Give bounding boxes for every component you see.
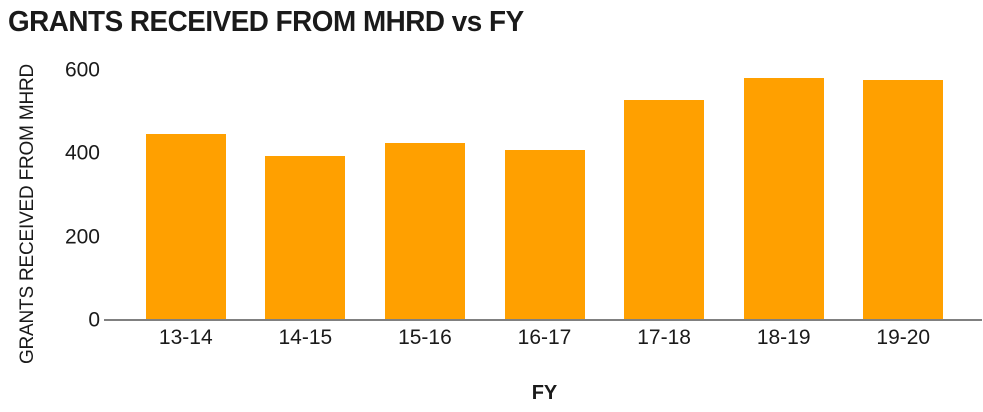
y-tick-label: 0 [88,308,100,332]
bar-19-20 [863,80,944,320]
y-axis-tick-labels: 0 200 400 600 [0,0,100,412]
x-tick-label: 13-14 [158,326,213,349]
bar-18-19 [743,78,824,320]
category-band [365,70,485,320]
category-band [843,70,963,320]
bar-13-14 [145,134,226,320]
category-band [724,70,844,320]
bar-14-15 [265,156,346,320]
x-tick-label: 14-15 [278,326,333,349]
x-tick-label: 17-18 [637,326,691,349]
category-band [604,70,724,320]
x-tick-label: 16-17 [517,326,572,349]
chart-title: GRANTS RECEIVED FROM MHRD vs FY [8,6,524,38]
category-band [485,70,605,320]
x-tick-label: 19-20 [876,326,931,349]
bar-15-16 [384,143,465,320]
y-tick-label: 200 [64,225,100,249]
y-tick-label: 600 [64,58,100,82]
x-axis-line [104,319,982,321]
plot-area [126,70,963,320]
bar-17-18 [624,100,705,320]
x-tick-label: 18-19 [756,326,811,349]
x-axis-title: FY [531,382,558,404]
y-tick-label: 400 [64,141,100,165]
category-band [246,70,366,320]
x-tick-label: 15-16 [398,326,452,349]
bar-16-17 [504,150,585,320]
category-band [126,70,246,320]
x-axis-tick-labels: 13-14 14-15 15-16 16-17 17-18 18-19 19-20 [126,327,963,348]
